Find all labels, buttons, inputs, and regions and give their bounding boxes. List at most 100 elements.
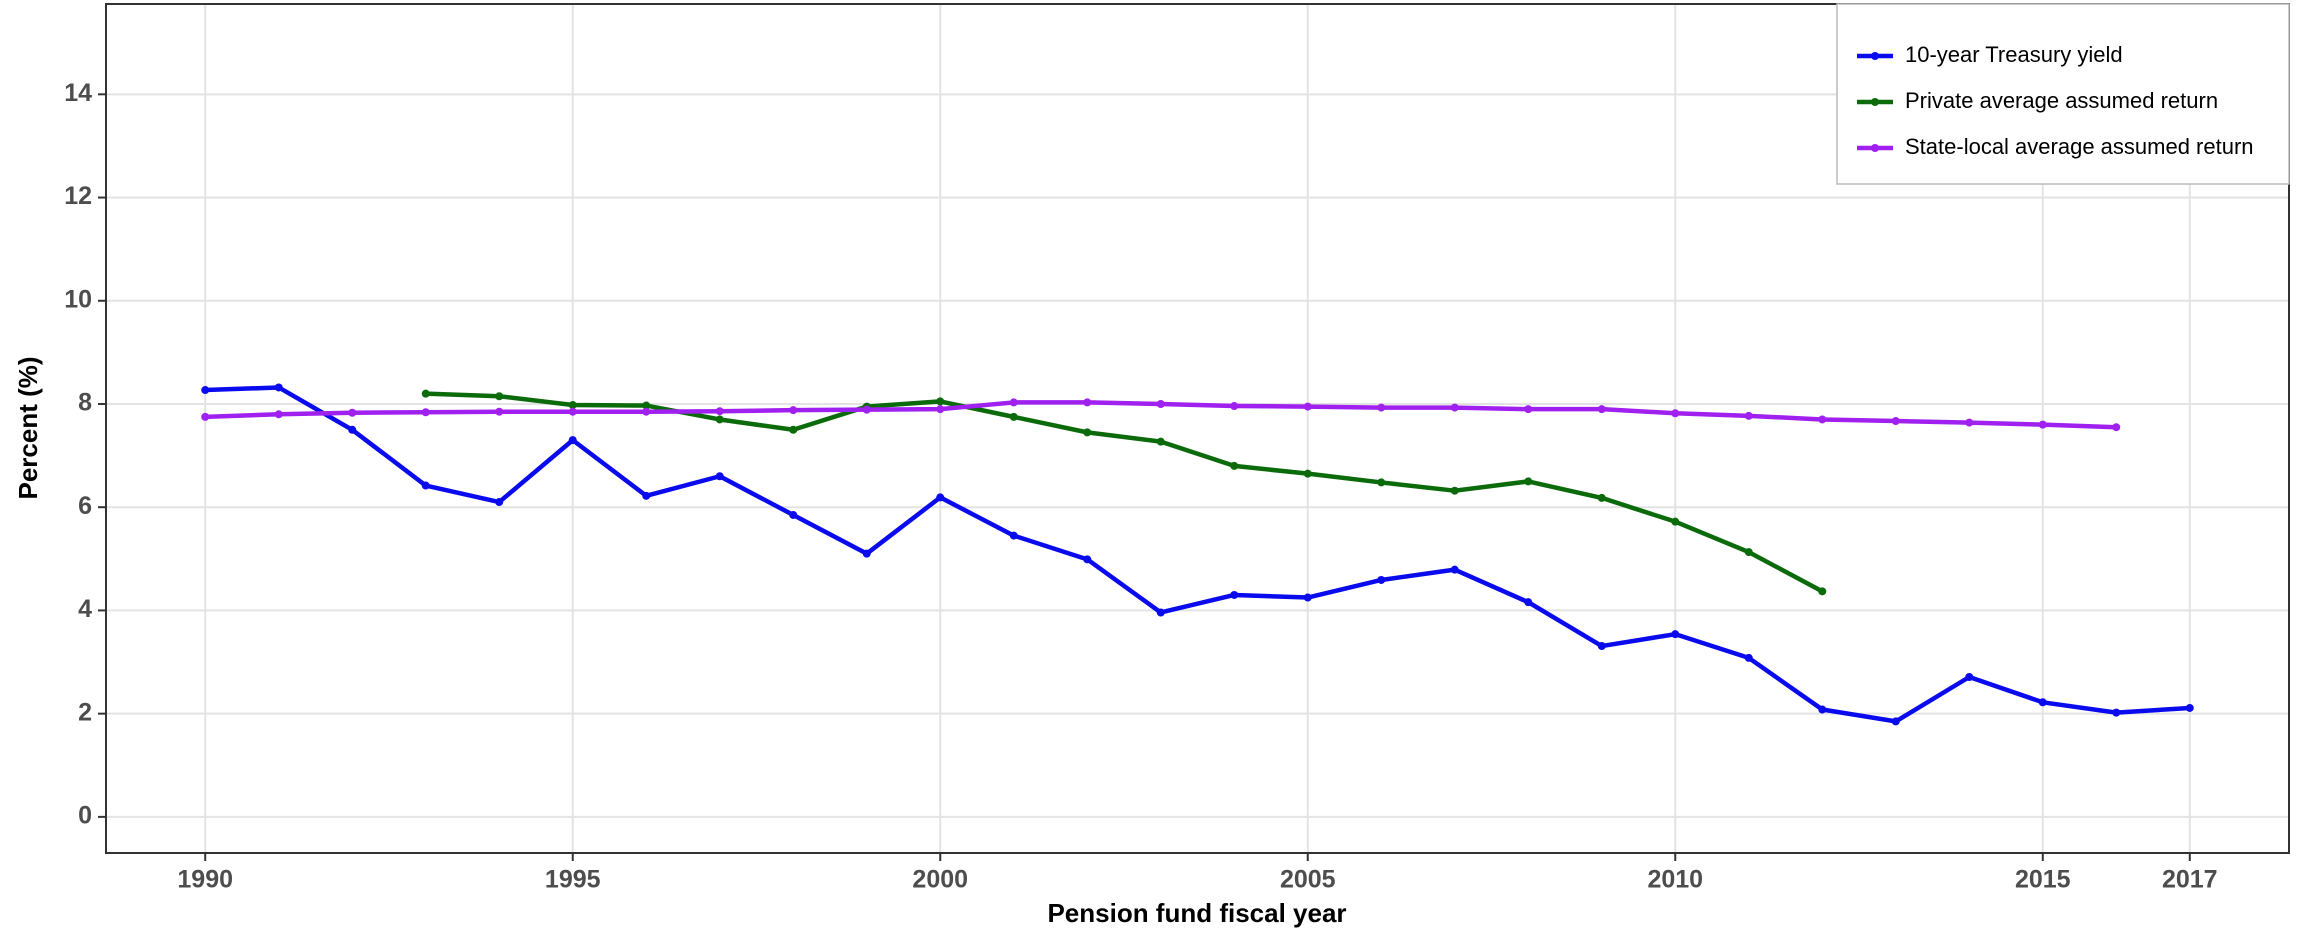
data-point <box>568 401 577 410</box>
legend-box <box>1836 3 2290 185</box>
data-point <box>1891 417 1900 426</box>
data-point <box>201 412 210 421</box>
data-point <box>715 415 724 424</box>
data-point <box>1965 418 1974 427</box>
y-tick-label: 12 <box>64 182 92 210</box>
data-point <box>1450 486 1459 495</box>
y-tick-label: 2 <box>78 698 92 726</box>
x-tick-label: 2000 <box>912 866 968 894</box>
legend-swatch-point <box>1871 52 1879 60</box>
data-point <box>1671 517 1680 526</box>
data-point <box>1303 469 1312 478</box>
x-tick-label: 2005 <box>1280 866 1336 894</box>
data-point <box>1230 590 1239 599</box>
data-point <box>715 472 724 481</box>
data-point <box>274 383 283 392</box>
y-tick-label: 4 <box>78 595 92 623</box>
data-point <box>642 407 651 416</box>
data-point <box>1744 653 1753 662</box>
data-point <box>421 408 430 417</box>
x-axis-title: Pension fund fiscal year <box>1047 898 1346 928</box>
legend-label: Private average assumed return <box>1905 88 2218 113</box>
y-tick-label: 8 <box>78 389 92 417</box>
y-tick-label: 0 <box>78 801 92 829</box>
data-point <box>1377 478 1386 487</box>
data-point <box>2112 423 2121 432</box>
data-point <box>1377 403 1386 412</box>
data-point <box>936 397 945 406</box>
data-point <box>1524 598 1533 607</box>
data-point <box>1009 398 1018 407</box>
data-point <box>1524 405 1533 414</box>
x-tick-label: 1990 <box>177 866 233 894</box>
data-point <box>1744 548 1753 557</box>
data-point <box>1597 405 1606 414</box>
data-point <box>1230 461 1239 470</box>
data-point <box>1818 705 1827 714</box>
data-point <box>642 491 651 500</box>
data-point <box>1450 565 1459 574</box>
data-point <box>642 401 651 410</box>
data-point <box>1891 717 1900 726</box>
data-point <box>1377 575 1386 584</box>
x-tick-label: 2017 <box>2162 866 2218 894</box>
y-tick-label: 14 <box>64 79 92 107</box>
data-point <box>495 392 504 401</box>
data-point <box>1818 415 1827 424</box>
legend: 10-year Treasury yield Private average as… <box>1836 3 2290 185</box>
data-point <box>936 405 945 414</box>
x-tick-label: 2010 <box>1647 866 1703 894</box>
data-point <box>1083 428 1092 437</box>
data-point <box>1156 608 1165 617</box>
data-point <box>1744 411 1753 420</box>
data-point <box>1230 402 1239 411</box>
data-point <box>1524 477 1533 486</box>
data-point <box>348 408 357 417</box>
data-point <box>201 386 210 395</box>
data-point <box>495 498 504 507</box>
legend-label: State-local average assumed return <box>1905 134 2254 159</box>
series-line <box>205 385 2190 724</box>
data-point <box>1671 630 1680 639</box>
data-point <box>1083 398 1092 407</box>
x-tick-label: 2015 <box>2015 866 2071 894</box>
legend-label: 10-year Treasury yield <box>1905 42 2123 67</box>
data-point <box>862 549 871 558</box>
data-point <box>1156 437 1165 446</box>
data-point <box>2038 698 2047 707</box>
data-point <box>1597 493 1606 502</box>
data-point <box>715 407 724 416</box>
data-point <box>1597 642 1606 651</box>
series-line <box>425 391 1824 594</box>
data-point <box>1450 403 1459 412</box>
plot-frame <box>105 3 2290 854</box>
data-point <box>568 407 577 416</box>
data-point <box>495 407 504 416</box>
data-point <box>2038 420 2047 429</box>
y-axis-title: Percent (%) <box>13 356 43 499</box>
data-point <box>348 425 357 434</box>
legend-swatch-point <box>1871 98 1879 106</box>
data-point <box>1965 673 1974 682</box>
data-point <box>1083 555 1092 564</box>
data-point <box>936 493 945 502</box>
data-point <box>789 425 798 434</box>
data-point <box>1156 399 1165 408</box>
data-point <box>1303 402 1312 411</box>
data-point <box>421 481 430 490</box>
data-point <box>2112 708 2121 717</box>
data-point <box>1818 587 1827 596</box>
data-point <box>274 410 283 419</box>
y-tick-label: 10 <box>64 285 92 313</box>
data-point <box>568 436 577 445</box>
data-point <box>789 406 798 415</box>
data-point <box>862 405 871 414</box>
data-point <box>1671 409 1680 418</box>
legend-swatch-point <box>1871 144 1879 152</box>
y-tick-label: 6 <box>78 492 92 520</box>
data-point <box>1303 593 1312 602</box>
x-tick-label: 1995 <box>545 866 601 894</box>
data-point <box>1009 531 1018 540</box>
